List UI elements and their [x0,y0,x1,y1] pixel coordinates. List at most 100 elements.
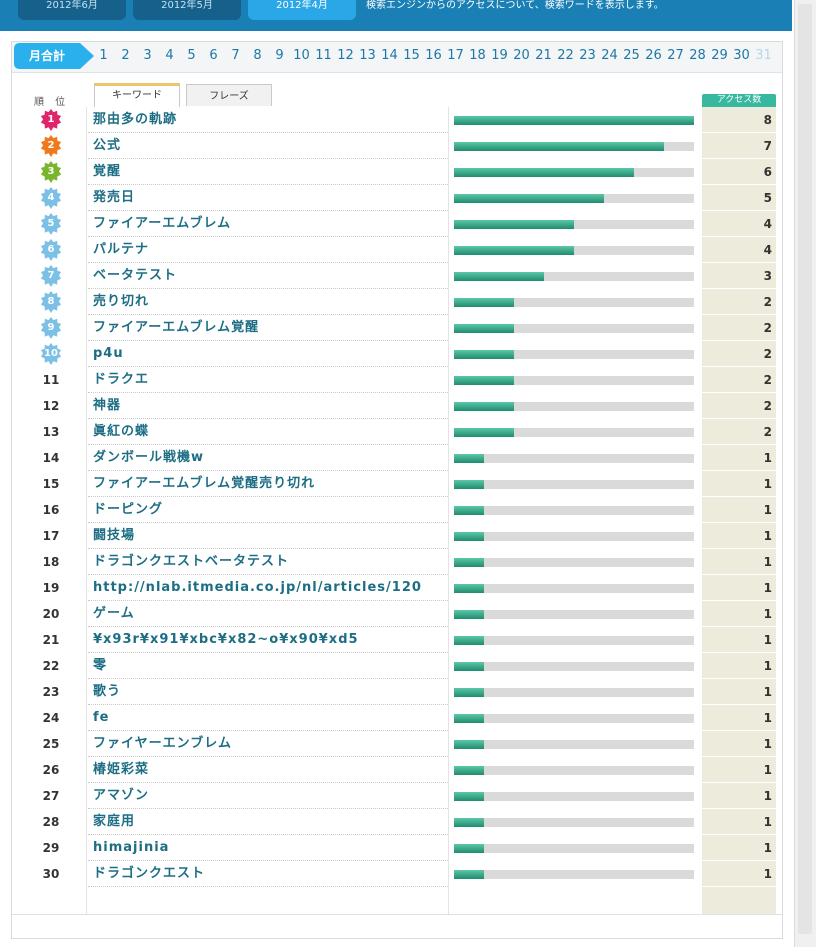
access-bar-track [454,740,694,749]
day-link-18[interactable]: 18 [469,48,486,63]
month-tab-may[interactable]: 2012年5月 [133,0,241,20]
day-link-5[interactable]: 5 [187,48,196,63]
vertical-scrollbar[interactable] [794,0,816,947]
access-row-separator [702,730,776,731]
keyword-link[interactable]: 歌う [93,684,122,699]
day-link-10[interactable]: 10 [293,48,310,63]
day-link-4[interactable]: 4 [165,48,174,63]
access-count: 1 [763,659,772,673]
day-link-7[interactable]: 7 [231,48,240,63]
row-separator [88,730,448,731]
access-row-separator [702,860,776,861]
keyword-link[interactable]: 那由多の軌跡 [93,112,178,127]
keyword-link[interactable]: http://nlab.itmedia.co.jp/nl/articles/12… [93,580,422,595]
day-link-11[interactable]: 11 [315,48,332,63]
row-separator [88,652,448,653]
rank-cell: 5 [16,211,86,237]
rank-header: 順 位 [34,97,70,108]
day-link-13[interactable]: 13 [359,48,376,63]
day-link-3[interactable]: 3 [143,48,152,63]
day-link-25[interactable]: 25 [623,48,640,63]
access-row-separator [702,704,776,705]
keyword-link[interactable]: ファイアーエムブレム覚醒 [93,320,260,335]
keyword-link[interactable]: 闘技場 [93,528,136,543]
month-tab-june[interactable]: 2012年6月 [18,0,126,20]
keyword-link[interactable]: 神器 [93,398,122,413]
day-link-21[interactable]: 21 [535,48,552,63]
scrollbar-thumb[interactable] [798,4,812,934]
keyword-link[interactable]: ダンボール戦機w [93,450,205,465]
day-link-27[interactable]: 27 [667,48,684,63]
rank-cell: 4 [16,185,86,211]
day-link-17[interactable]: 17 [447,48,464,63]
table-row: 4 発売日 5 [16,185,778,211]
day-link-1[interactable]: 1 [99,48,108,63]
access-bar-track [454,272,694,281]
rank-cell: 1 [16,107,86,133]
keyword-link[interactable]: 零 [93,658,108,673]
day-link-16[interactable]: 16 [425,48,442,63]
keyword-link[interactable]: fe [93,710,110,725]
month-tab-april[interactable]: 2012年4月 [248,0,356,20]
day-link-23[interactable]: 23 [579,48,596,63]
keyword-link[interactable]: ドーピング [93,502,164,517]
keyword-link[interactable]: ¥x93r¥x91¥xbc¥x82~o¥x90¥xd5 [93,632,359,647]
day-link-2[interactable]: 2 [121,48,130,63]
keyword-link[interactable]: himajinia [93,840,170,855]
keyword-link[interactable]: ファイアーエムブレム覚醒売り切れ [93,476,316,491]
ranking-panel: 月合計 1 2 3 4 5 6 7 8 9 10 11 12 13 14 15 16 17 18 19 20 21 22 2… [11,41,783,939]
day-link-14[interactable]: 14 [381,48,398,63]
day-link-28[interactable]: 28 [689,48,706,63]
keyword-link[interactable]: 椿姫彩菜 [93,762,150,777]
day-link-29[interactable]: 29 [711,48,728,63]
day-link-24[interactable]: 24 [601,48,618,63]
day-link-15[interactable]: 15 [403,48,420,63]
rank-cell: 15 [42,477,60,491]
keyword-link[interactable]: パルテナ [93,242,150,257]
keyword-link[interactable]: 覚醒 [93,164,122,179]
keyword-link[interactable]: 売り切れ [93,294,150,309]
rank-badge-icon: 8 [40,291,62,313]
access-row-separator [702,236,776,237]
keyword-link[interactable]: 家庭用 [93,814,136,829]
month-total-button[interactable]: 月合計 [14,43,94,69]
tab-keyword[interactable]: キーワード [94,83,180,107]
row-separator [88,574,448,575]
access-bar-track [454,870,694,879]
access-count: 1 [763,555,772,569]
day-link-9[interactable]: 9 [275,48,284,63]
tab-phrase[interactable]: フレーズ [186,84,272,106]
access-count: 2 [763,321,772,335]
keyword-link[interactable]: p4u [93,346,124,361]
day-link-26[interactable]: 26 [645,48,662,63]
keyword-link[interactable]: 眞紅の蝶 [93,424,150,439]
rank-badge-icon: 6 [40,239,62,261]
day-link-12[interactable]: 12 [337,48,354,63]
access-bar-track [454,662,694,671]
day-link-22[interactable]: 22 [557,48,574,63]
keyword-link[interactable]: ファイアーエムブレム [93,216,232,231]
day-link-6[interactable]: 6 [209,48,218,63]
access-bar-fill [454,298,514,307]
row-separator [88,236,448,237]
keyword-link[interactable]: ドラゴンクエスト [93,866,206,881]
access-row-separator [702,158,776,159]
table-row: 16 ドーピング 1 [16,497,778,523]
keyword-link[interactable]: アマゾン [93,788,150,803]
day-link-30[interactable]: 30 [733,48,750,63]
rank-cell: 19 [42,581,60,595]
day-link-19[interactable]: 19 [491,48,508,63]
keyword-link[interactable]: ドラゴンクエストベータテスト [93,554,290,569]
day-link-8[interactable]: 8 [253,48,262,63]
keyword-link[interactable]: ドラクエ [93,372,150,387]
keyword-link[interactable]: ファイヤーエンブレム [93,736,232,751]
keyword-link[interactable]: 発売日 [93,190,136,205]
access-row-separator [702,262,776,263]
keyword-link[interactable]: ベータテスト [93,268,178,283]
keyword-link[interactable]: 公式 [93,138,122,153]
keyword-link[interactable]: ゲーム [93,606,135,621]
day-link-20[interactable]: 20 [513,48,530,63]
access-count: 1 [763,815,772,829]
rank-badge-icon: 3 [40,161,62,183]
access-count: 1 [763,763,772,777]
